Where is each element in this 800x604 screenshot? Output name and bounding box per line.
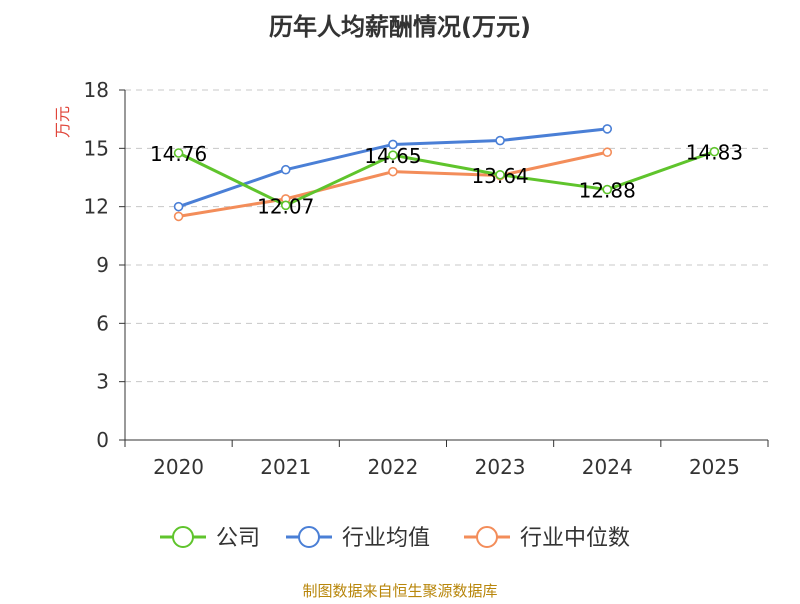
data-point[interactable] [709,146,720,157]
legend-item-0[interactable]: 公司 [160,526,260,551]
source-note: 制图数据来自恒生聚源数据库 [302,582,497,600]
data-point[interactable] [388,150,398,160]
legend-label: 公司 [216,526,260,551]
data-point[interactable] [173,211,184,222]
x-tick-label: 2023 [475,455,526,479]
data-point[interactable] [602,124,613,134]
data-label: 12.07 [257,194,314,218]
data-labels: 14.76 12.07 14.65 13.64 12.88 14.83 [150,141,743,219]
x-tick-label: 2024 [582,455,633,479]
data-point[interactable] [495,169,505,180]
legend[interactable]: 公司 行业均值 行业中位数 [160,526,630,551]
y-axis-label: 万元 [53,106,72,138]
data-point[interactable] [388,166,398,177]
data-point[interactable] [173,201,184,212]
data-point[interactable] [602,147,613,158]
y-tick-label: 12 [84,195,109,219]
y-tick-label: 3 [96,370,109,394]
y-tick-label: 6 [96,311,109,335]
y-tick-label: 9 [96,253,109,277]
data-point[interactable] [280,200,291,211]
x-tick-label: 2020 [153,455,204,479]
data-label: 14.76 [150,142,207,166]
x-tick-label: 2021 [260,455,311,479]
data-label: 12.88 [579,179,636,203]
grid-lines [125,89,768,383]
legend-marker [476,526,498,548]
data-label: 14.83 [686,141,743,165]
legend-item-1[interactable]: 行业均值 [286,526,430,551]
legend-label: 行业中位数 [520,526,630,551]
x-tick-label: 2025 [689,455,740,479]
legend-label: 行业均值 [342,526,430,551]
legend-marker [172,526,194,548]
y-tick-label: 18 [84,78,109,102]
y-tick-label: 0 [96,428,109,452]
data-point[interactable] [280,164,291,175]
data-point[interactable] [602,184,613,195]
data-point[interactable] [173,148,184,158]
axes: 0 3 6 9 12 15 18 2020 2021 2022 2023 2024 2025 [84,78,769,479]
series-line-0 [177,150,715,207]
y-tick-label: 15 [84,136,109,160]
series-group [173,124,720,222]
legend-item-2[interactable]: 行业中位数 [464,526,630,551]
data-label: 14.65 [364,144,421,168]
data-point[interactable] [388,139,398,150]
chart-title: 历年人均薪酬情况(万元) [269,13,531,41]
data-label: 13.64 [471,164,528,188]
legend-marker [298,526,320,548]
data-point[interactable] [495,135,505,146]
x-tick-label: 2022 [367,455,418,479]
